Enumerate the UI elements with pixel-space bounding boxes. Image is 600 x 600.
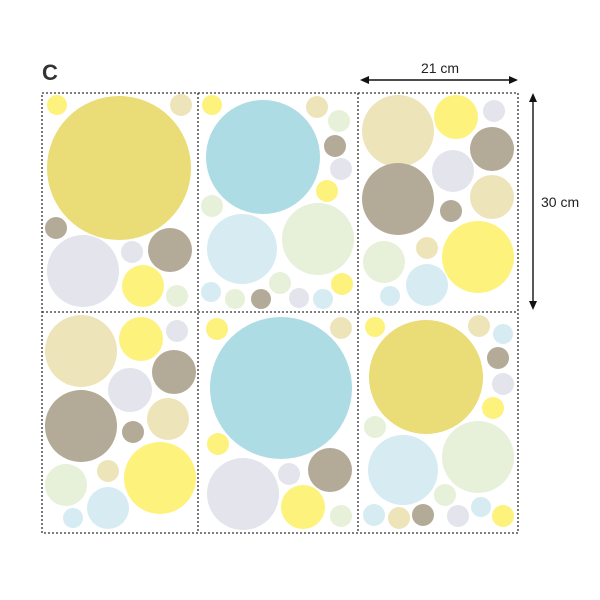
dot-ice [201,282,221,302]
dot-lilac [166,320,188,342]
dot-yellow [47,95,67,115]
dot-sage [166,285,188,307]
dot-cream [416,237,438,259]
dot-sage [442,421,514,493]
sheet-6 [363,315,514,529]
dot-cream [470,175,514,219]
dot-ice [493,324,513,344]
dot-taupe [45,390,117,462]
cut-lines [41,92,519,534]
dot-ice [63,508,83,528]
dot-cream [45,315,117,387]
dot-lilac [207,458,279,530]
sheet-4 [45,315,196,529]
dot-cream [468,315,490,337]
dot-mustard [47,96,191,240]
dot-cream [306,96,328,118]
dot-mustard [369,320,483,434]
arrow-up-icon [529,93,537,102]
height-label: 30 cm [541,194,579,210]
dot-yellow [365,317,385,337]
width-dimension: 21 cm [360,60,518,84]
width-label: 21 cm [421,60,459,76]
dot-lilac [492,373,514,395]
dot-taupe [487,347,509,369]
dot-taupe [324,135,346,157]
dot-lilac [47,235,119,307]
dot-sage [328,110,350,132]
dot-cream [388,507,410,529]
dot-yellow [281,485,325,529]
dot-ice [87,487,129,529]
dot-cream [97,460,119,482]
dot-ice [380,286,400,306]
dot-yellow [492,505,514,527]
dot-sage [201,195,223,217]
dot-taupe [251,289,271,309]
dot-taupe [152,350,196,394]
dot-ice [471,497,491,517]
dot-lilac [483,100,505,122]
dot-yellow [124,442,196,514]
dot-yellow [331,273,353,295]
dot-yellow [202,95,222,115]
arrow-left-icon [360,76,369,84]
dot-taupe [45,217,67,239]
dot-yellow [434,95,478,139]
dot-lilac [289,288,309,308]
dot-lilac [108,368,152,412]
sheet-5 [206,317,352,530]
dot-sky [210,317,352,459]
dot-yellow [206,318,228,340]
dot-ice [207,214,277,284]
dot-lilac [432,150,474,192]
sheet-1 [45,94,192,307]
arrow-down-icon [529,301,537,310]
dot-yellow [122,265,164,307]
dot-sage [225,289,245,309]
dot-cream [170,94,192,116]
dot-yellow [442,221,514,293]
dot-sage [363,241,405,283]
dot-taupe [122,421,144,443]
dot-lilac [330,158,352,180]
dot-taupe [362,163,434,235]
dot-sage [434,484,456,506]
dot-taupe [440,200,462,222]
dot-ice [406,264,448,306]
dot-ice [363,504,385,526]
dot-sage [364,416,386,438]
dot-lilac [121,241,143,263]
dot-taupe [470,127,514,171]
dot-sky [206,100,320,214]
cut-line-outline [41,92,519,534]
dot-yellow [119,317,163,361]
dot-cream [147,398,189,440]
dot-sage [282,203,354,275]
dot-sage [269,272,291,294]
dot-taupe [412,504,434,526]
dot-yellow [482,397,504,419]
dot-cream [330,317,352,339]
dot-ice [313,289,333,309]
arrow-right-icon [509,76,518,84]
dot-taupe [308,448,352,492]
set-label: C [42,60,58,85]
dot-taupe [148,228,192,272]
dot-lilac [278,463,300,485]
dot-ice [368,435,438,505]
dot-cream [362,95,434,167]
dot-lilac [447,505,469,527]
dot-yellow [207,433,229,455]
dot-yellow [316,180,338,202]
dot-sage [45,464,87,506]
dot-sage [330,505,352,527]
sheet-3 [362,95,514,306]
height-dimension: 30 cm [529,93,579,310]
sheet-2 [201,95,354,309]
